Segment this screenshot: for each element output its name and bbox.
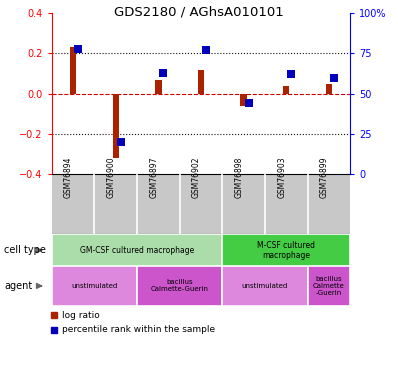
Text: log ratio: log ratio — [62, 310, 100, 320]
Text: GSM76900: GSM76900 — [107, 157, 116, 198]
Point — [288, 71, 295, 77]
Text: bacillus
Calmette-Guerin: bacillus Calmette-Guerin — [151, 279, 209, 292]
Text: GSM76897: GSM76897 — [149, 157, 158, 198]
Text: agent: agent — [4, 281, 32, 291]
Point — [246, 100, 252, 106]
Bar — [198, 70, 204, 94]
Bar — [222, 266, 308, 306]
Text: unstimulated: unstimulated — [242, 283, 288, 289]
Text: GSM76898: GSM76898 — [235, 157, 244, 198]
Text: GSM76903: GSM76903 — [277, 157, 286, 198]
Bar — [113, 94, 119, 158]
Bar — [52, 234, 222, 266]
Text: M-CSF cultured
macrophage: M-CSF cultured macrophage — [257, 241, 315, 260]
Bar — [52, 266, 137, 306]
Bar — [70, 47, 76, 94]
Text: bacillus
Calmette
-Guerin: bacillus Calmette -Guerin — [313, 276, 345, 296]
Text: GM-CSF cultured macrophage: GM-CSF cultured macrophage — [80, 246, 194, 255]
Point — [160, 70, 167, 76]
Point — [331, 75, 337, 81]
Text: GSM76899: GSM76899 — [320, 157, 329, 198]
Text: GDS2180 / AGhsA010101: GDS2180 / AGhsA010101 — [114, 6, 284, 19]
Text: cell type: cell type — [4, 245, 46, 255]
Text: unstimulated: unstimulated — [71, 283, 117, 289]
Bar — [155, 80, 162, 94]
Point — [203, 47, 209, 53]
Point — [118, 139, 124, 145]
Text: GSM76902: GSM76902 — [192, 157, 201, 198]
Bar — [222, 234, 350, 266]
Bar — [326, 84, 332, 94]
Bar — [283, 86, 289, 94]
Bar — [308, 266, 350, 306]
Bar — [137, 266, 222, 306]
Text: percentile rank within the sample: percentile rank within the sample — [62, 326, 215, 334]
Point — [75, 46, 81, 52]
Text: GSM76894: GSM76894 — [64, 157, 73, 198]
Bar — [240, 94, 247, 106]
